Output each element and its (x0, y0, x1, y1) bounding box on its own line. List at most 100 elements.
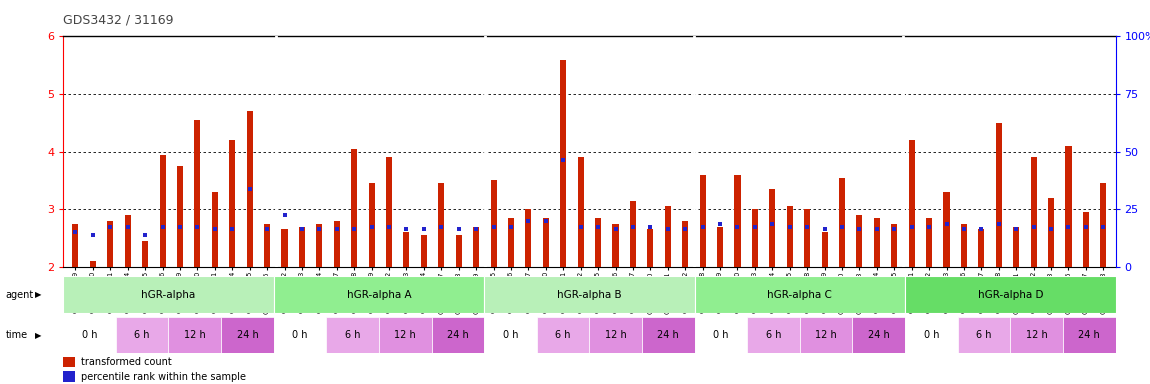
Bar (630, 201, 636, 267)
Bar (491, 180, 497, 267)
Text: 12 h: 12 h (605, 330, 627, 340)
Text: ▶: ▶ (34, 331, 41, 340)
Bar (264, 223, 270, 267)
Text: hGR-alpha D: hGR-alpha D (978, 290, 1043, 300)
Bar (752, 209, 758, 267)
Text: time: time (6, 330, 28, 340)
Bar (63, 371, 75, 382)
Text: 6 h: 6 h (345, 330, 360, 340)
Bar (642, 317, 695, 353)
Bar (1048, 198, 1055, 267)
Text: 12 h: 12 h (394, 330, 416, 340)
Bar (404, 232, 409, 267)
Bar (229, 140, 236, 267)
Bar (107, 221, 114, 267)
Bar (327, 317, 380, 353)
Bar (194, 120, 200, 267)
Bar (821, 232, 828, 267)
Bar (90, 261, 95, 267)
Bar (169, 317, 221, 353)
Bar (473, 227, 480, 267)
Bar (124, 215, 131, 267)
Text: hGR-alpha B: hGR-alpha B (557, 290, 622, 300)
Bar (577, 157, 584, 267)
Bar (769, 189, 775, 267)
Bar (1013, 227, 1019, 267)
Text: GDS3432 / 31169: GDS3432 / 31169 (63, 13, 174, 26)
Bar (979, 230, 984, 267)
Bar (484, 276, 695, 313)
Bar (431, 317, 484, 353)
Bar (543, 218, 549, 267)
Text: 0 h: 0 h (82, 330, 98, 340)
Bar (682, 221, 688, 267)
Bar (63, 357, 75, 367)
Text: 6 h: 6 h (766, 330, 781, 340)
Bar (958, 317, 1011, 353)
Text: 12 h: 12 h (815, 330, 837, 340)
Bar (665, 207, 670, 267)
Bar (590, 317, 642, 353)
Text: agent: agent (6, 290, 34, 300)
Bar (177, 166, 183, 267)
Bar (647, 230, 653, 267)
Bar (560, 60, 566, 267)
Bar (905, 317, 958, 353)
Text: 0 h: 0 h (292, 330, 308, 340)
Bar (1011, 317, 1063, 353)
Bar (1063, 317, 1116, 353)
Bar (160, 155, 166, 267)
Text: 6 h: 6 h (135, 330, 150, 340)
Bar (748, 317, 800, 353)
Bar (699, 175, 706, 267)
Bar (508, 218, 514, 267)
Bar (368, 184, 375, 267)
Bar (72, 223, 78, 267)
Bar (143, 241, 148, 267)
Bar (455, 235, 462, 267)
Bar (246, 111, 253, 267)
Bar (212, 192, 217, 267)
Bar (891, 223, 897, 267)
Bar (282, 230, 288, 267)
Bar (735, 175, 741, 267)
Text: 24 h: 24 h (447, 330, 469, 340)
Bar (926, 218, 933, 267)
Bar (63, 317, 116, 353)
Bar (1065, 146, 1072, 267)
Bar (996, 123, 1002, 267)
Text: 0 h: 0 h (503, 330, 519, 340)
Bar (299, 227, 305, 267)
Text: 6 h: 6 h (976, 330, 991, 340)
Bar (316, 223, 322, 267)
Bar (438, 184, 444, 267)
Text: 12 h: 12 h (1026, 330, 1048, 340)
Bar (526, 209, 531, 267)
Text: 0 h: 0 h (713, 330, 729, 340)
Bar (716, 227, 723, 267)
Bar (274, 317, 327, 353)
Bar (116, 317, 169, 353)
Bar (484, 317, 537, 353)
Bar (595, 218, 601, 267)
Bar (908, 140, 914, 267)
Text: 6 h: 6 h (555, 330, 570, 340)
Bar (943, 192, 950, 267)
Text: hGR-alpha C: hGR-alpha C (767, 290, 833, 300)
Bar (874, 218, 880, 267)
Bar (334, 221, 339, 267)
Text: 24 h: 24 h (868, 330, 890, 340)
Bar (221, 317, 274, 353)
Text: 0 h: 0 h (923, 330, 940, 340)
Bar (386, 157, 392, 267)
Text: 24 h: 24 h (1079, 330, 1101, 340)
Text: ▶: ▶ (34, 290, 41, 300)
Bar (840, 178, 845, 267)
Bar (905, 276, 1116, 313)
Bar (961, 223, 967, 267)
Bar (695, 317, 748, 353)
Bar (380, 317, 431, 353)
Bar (800, 317, 852, 353)
Text: hGR-alpha: hGR-alpha (141, 290, 196, 300)
Bar (787, 207, 792, 267)
